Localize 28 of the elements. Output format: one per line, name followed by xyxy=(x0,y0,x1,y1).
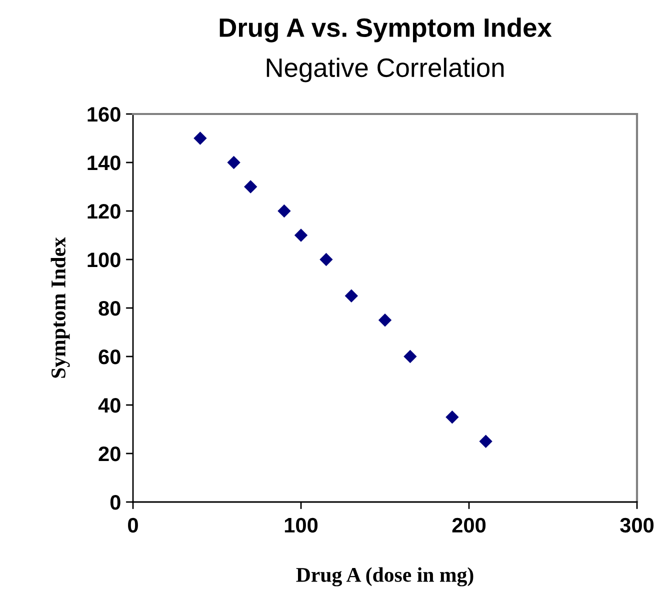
y-tick-label: 20 xyxy=(98,446,120,462)
x-tick-label: 300 xyxy=(620,518,654,533)
point xyxy=(344,289,358,302)
chart-title: Drug A vs. Symptom Index xyxy=(220,18,552,42)
point xyxy=(244,180,258,194)
y-tick-label: 60 xyxy=(98,350,120,364)
point xyxy=(294,228,308,242)
y-tick-label: 140 xyxy=(88,156,120,170)
y-tick-label: 80 xyxy=(98,301,120,316)
x-axis-title: Drug A (dose in mg) xyxy=(296,567,474,586)
y-tick-label: 0 xyxy=(110,495,120,510)
point xyxy=(227,156,240,170)
point xyxy=(446,410,459,424)
point xyxy=(404,350,417,364)
point xyxy=(479,434,492,448)
y-tick-label: 160 xyxy=(88,107,120,122)
point xyxy=(278,204,291,218)
point xyxy=(194,132,207,145)
y-tick-label: 100 xyxy=(88,252,120,268)
x-tick-label: 200 xyxy=(452,518,486,533)
y-tick-label: 120 xyxy=(88,204,120,219)
point xyxy=(378,314,392,327)
chart-subtitle: Negative Correlation xyxy=(266,58,504,82)
y-tick-label: 40 xyxy=(98,398,120,413)
x-tick-label: 0 xyxy=(128,518,138,533)
y-axis-title: Symptom Index xyxy=(50,237,70,378)
point xyxy=(320,252,333,266)
x-tick-label: 100 xyxy=(284,518,318,533)
